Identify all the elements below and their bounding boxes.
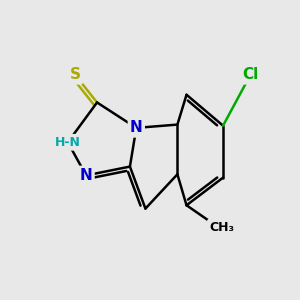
Text: N: N bbox=[130, 120, 143, 135]
Text: Cl: Cl bbox=[242, 67, 259, 82]
Text: N: N bbox=[80, 168, 92, 183]
Text: H-N: H-N bbox=[55, 136, 81, 149]
Text: S: S bbox=[70, 67, 81, 82]
Text: CH₃: CH₃ bbox=[209, 221, 234, 234]
